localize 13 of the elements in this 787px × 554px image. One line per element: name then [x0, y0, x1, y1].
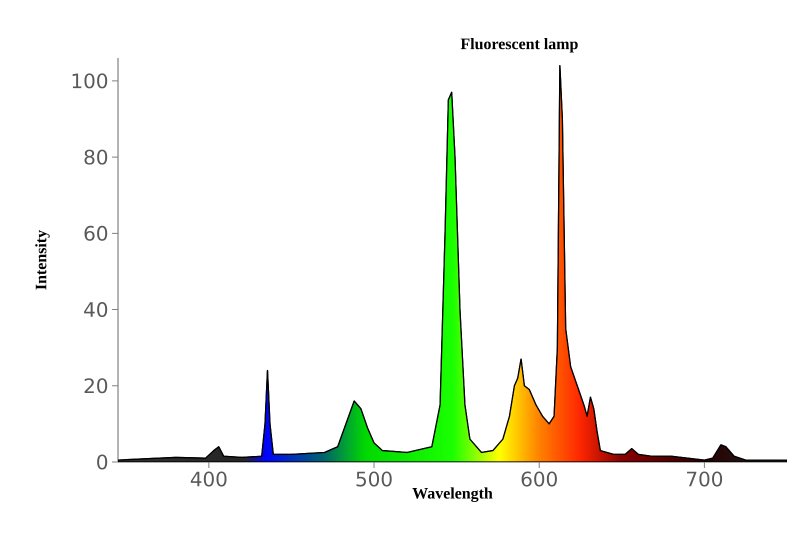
- y-tick-label: 20: [84, 378, 108, 394]
- y-tick-label: 60: [84, 226, 108, 241]
- y-tick-label: 80: [84, 150, 108, 165]
- y-axis-title: Intensity: [35, 230, 50, 290]
- x-tick-label: 700: [687, 472, 722, 487]
- x-tick-label: 500: [356, 472, 392, 487]
- chart-title: Fluorescent lamp: [460, 38, 578, 52]
- y-tick-label: 100: [72, 73, 108, 88]
- x-tick-label: 400: [190, 472, 227, 487]
- y-tick-label: 40: [84, 302, 108, 318]
- x-axis-title: Wavelength: [412, 487, 493, 502]
- y-tick-label: 0: [97, 454, 108, 470]
- x-tick-label: 600: [522, 472, 557, 487]
